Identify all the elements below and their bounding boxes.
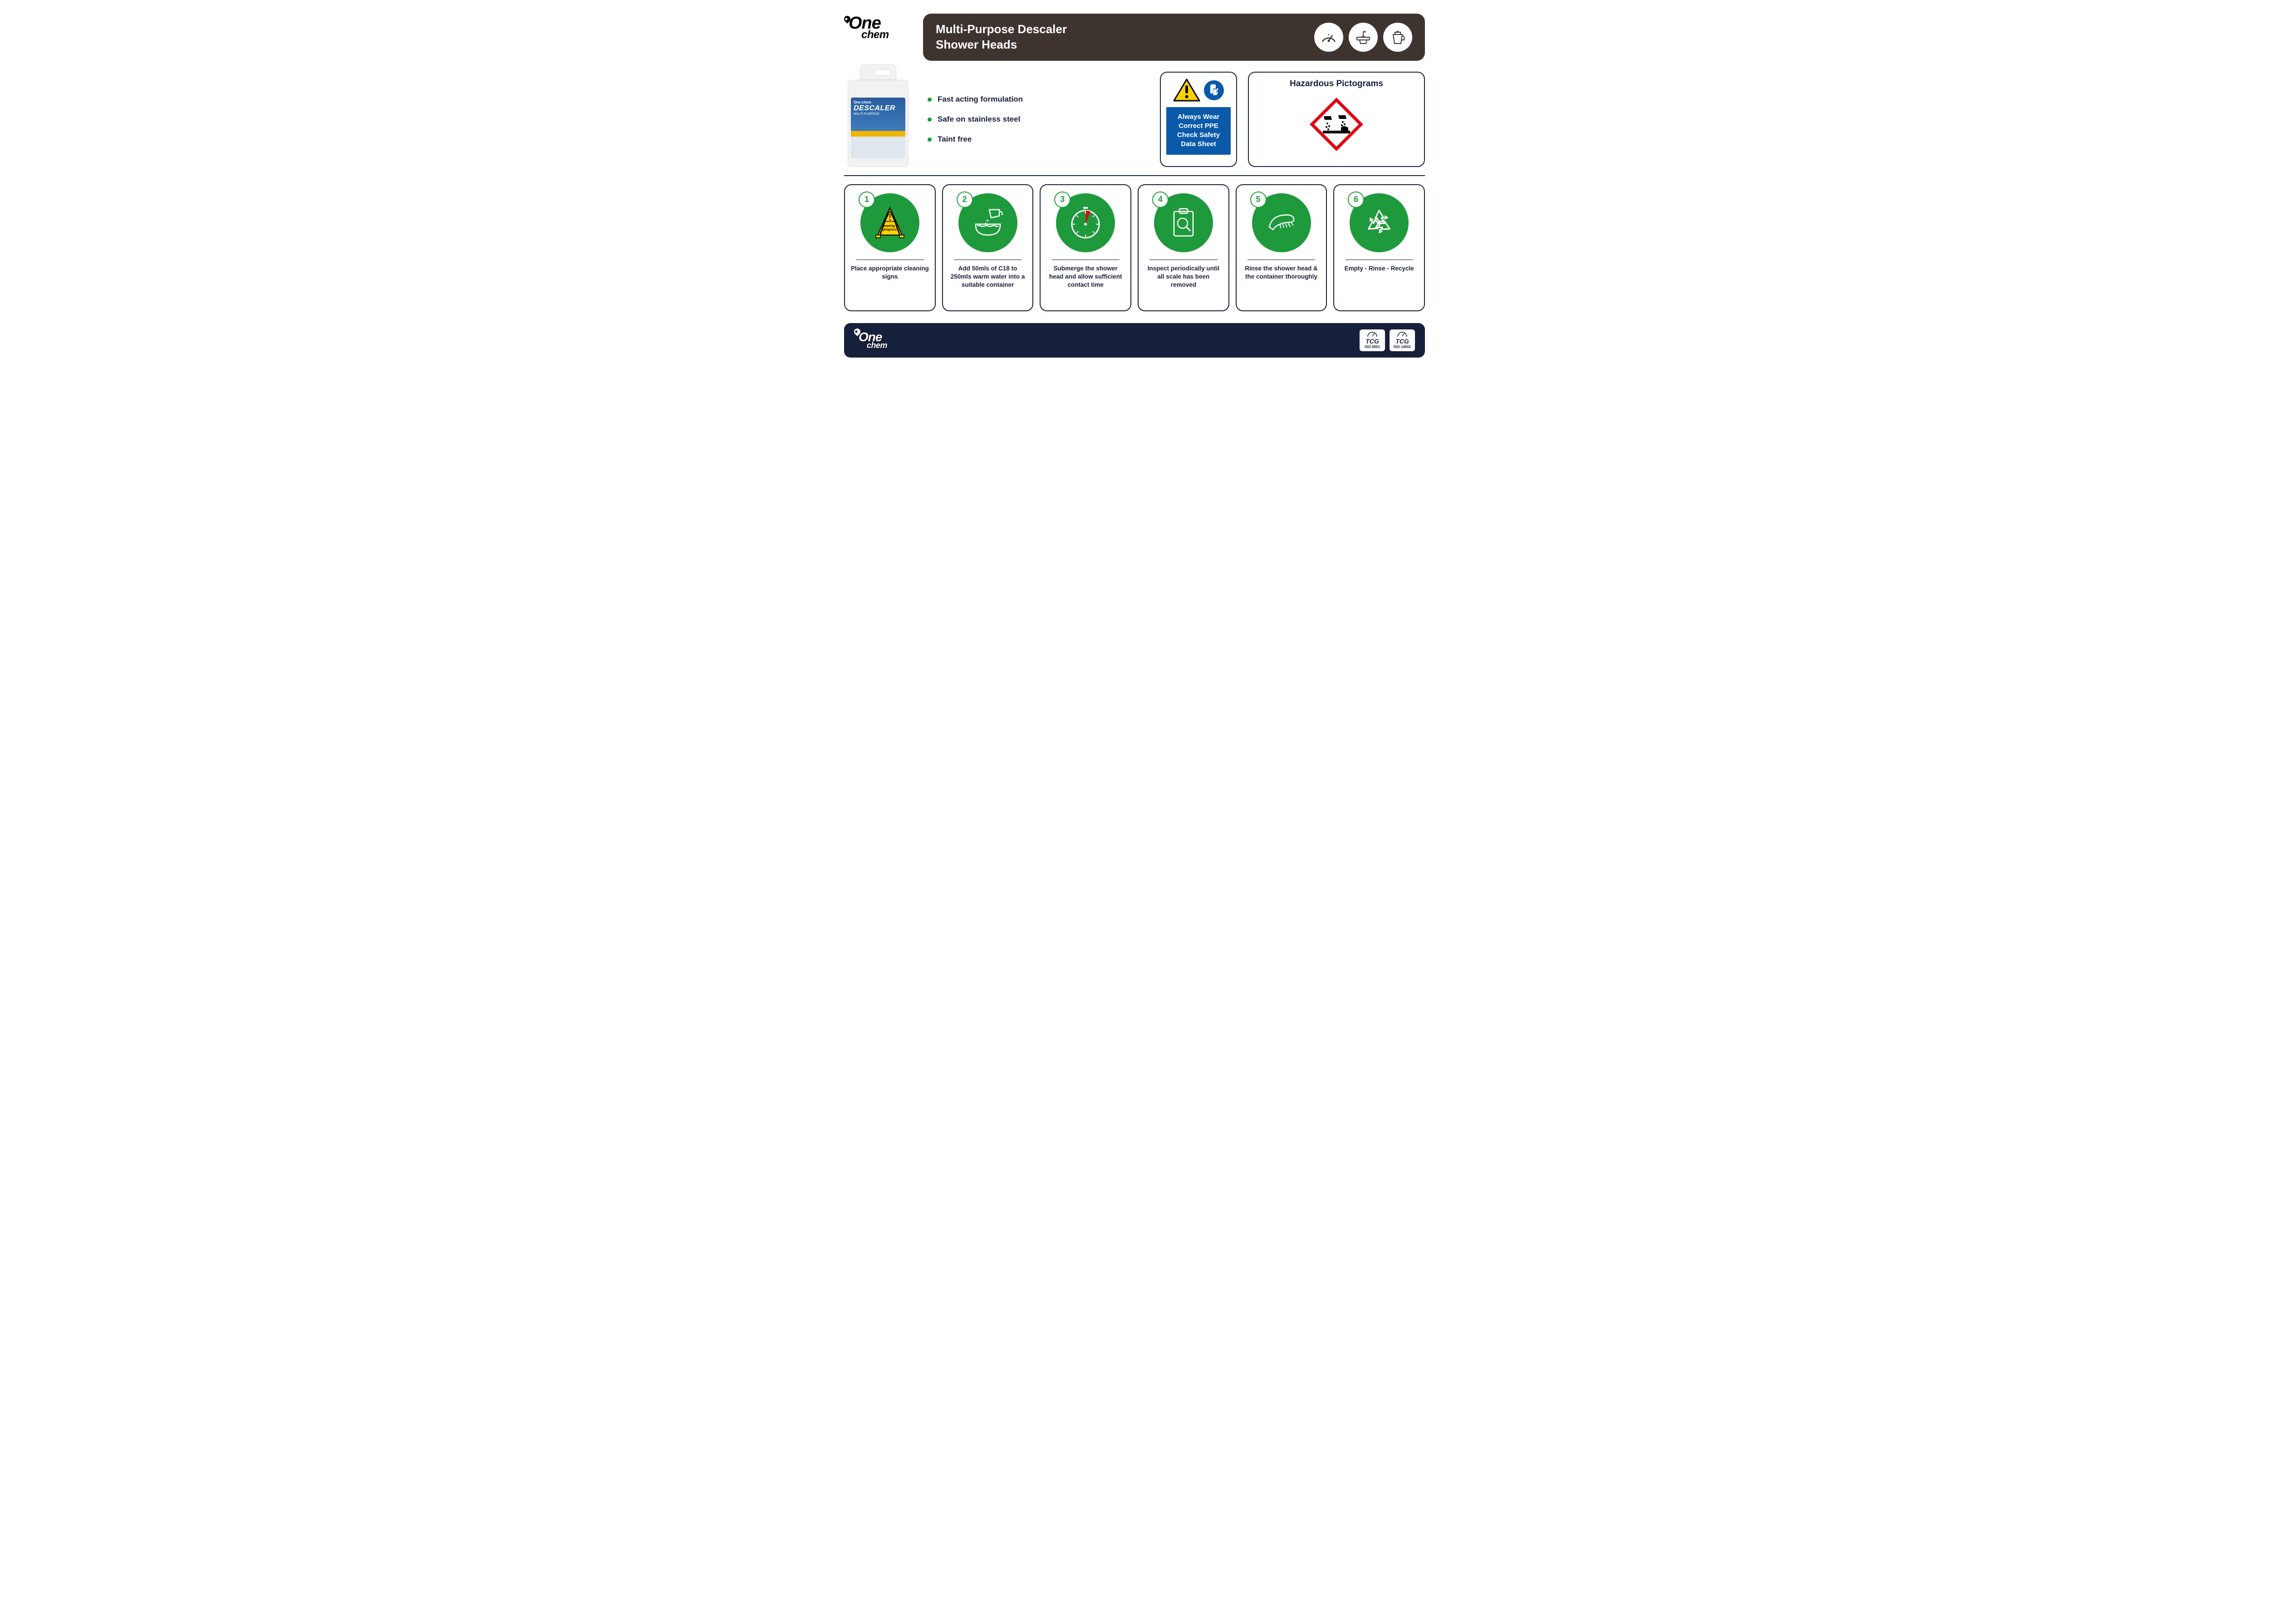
step-icon-circle: 6 [1350,193,1409,252]
footer-certs: TCG ISO 9001 TCG ISO 14001 [1360,329,1415,351]
feature-item: Fast acting formulation [928,89,1149,109]
ppe-line: Check Safety [1171,131,1226,140]
features: Fast acting formulation Safe on stainles… [923,72,1149,167]
timer-icon [1065,202,1106,243]
cert-iso: ISO 14001 [1394,345,1411,349]
corrosive-pictogram-icon [1309,97,1364,152]
product-brand: One chem [854,100,903,104]
inspect-clipboard-icon [1163,202,1204,243]
product-subtitle: MULTI-PURPOSE [854,113,903,116]
gauge-icon [1314,23,1343,52]
step-text: Add 50mls of C18 to 250mls warm water in… [948,265,1027,289]
gauge-icon [1397,331,1408,338]
caution-sign-icon: Cleaning in progress [869,202,910,243]
mid-row: One chem DESCALER MULTI-PURPOSE Fast act… [844,72,1425,167]
ppe-line: Always Wear [1171,113,1226,122]
feature-item: Taint free [928,129,1149,149]
kettle-icon [1383,23,1412,52]
cert-badge-iso9001: TCG ISO 9001 [1360,329,1385,351]
title-line2: Shower Heads [936,37,1067,53]
ppe-card: Always Wear Correct PPE Check Safety Dat… [1160,72,1237,167]
step-text: Rinse the shower head & the container th… [1242,265,1321,281]
brand-chem: chem [867,341,887,350]
step-card-1: 1 Cleaning in progress Place appropriate… [844,184,936,311]
step-text: Inspect periodically until all scale has… [1144,265,1223,289]
step-text: Submerge the shower head and allow suffi… [1046,265,1125,289]
step-number: 5 [1250,191,1267,208]
ppe-line: Data Sheet [1171,140,1226,149]
step-number: 4 [1152,191,1169,208]
step-number: 1 [859,191,875,208]
feature-item: Safe on stainless steel [928,109,1149,129]
brand-logo: One chem [844,14,912,41]
pour-water-icon [968,202,1008,243]
cert-brand: TCG [1365,338,1379,345]
step-card-4: 4 Inspect periodically until all scale h… [1138,184,1229,311]
ppe-line: Correct PPE [1171,122,1226,131]
ppe-message: Always Wear Correct PPE Check Safety Dat… [1166,107,1231,155]
cert-brand: TCG [1395,338,1409,345]
hazard-card: Hazardous Pictograms [1248,72,1425,167]
step-text: Empty - Rinse - Recycle [1345,265,1414,273]
title-bar: Multi-Purpose Descaler Shower Heads [923,14,1425,61]
sink-icon [1349,23,1378,52]
step-icon-circle: 3 [1056,193,1115,252]
gloves-icon [1203,80,1224,101]
step-icon-circle: 1 Cleaning in progress [860,193,919,252]
cert-iso: ISO 9001 [1365,345,1380,349]
header-row: One chem Multi-Purpose Descaler Shower H… [844,14,1425,61]
step-icon-circle: 5 [1252,193,1311,252]
svg-text:progress: progress [883,228,897,231]
step-card-5: 5 Rinse the shower head & the container … [1236,184,1327,311]
svg-text:Cleaning in: Cleaning in [881,225,899,228]
product-name: DESCALER [854,104,903,113]
step-icon-circle: 4 [1154,193,1213,252]
step-card-2: 2 Add 50mls of C18 to 250mls warm water … [942,184,1034,311]
recycle-icon [1359,202,1400,243]
cert-badge-iso14001: TCG ISO 14001 [1390,329,1415,351]
brand-chem: chem [861,29,912,41]
title-icons [1314,23,1412,52]
divider [844,175,1425,176]
product-image: One chem DESCALER MULTI-PURPOSE [844,72,912,167]
warning-triangle-icon [1173,78,1201,103]
step-number: 2 [957,191,973,208]
step-card-6: 6 Empty - Rinse - Recycle [1333,184,1425,311]
gauge-icon [1367,331,1378,338]
step-card-3: 3 [1040,184,1131,311]
footer-bar: One chem TCG ISO 9001 TCG ISO 14001 [844,323,1425,358]
step-number: 3 [1054,191,1071,208]
step-icon-circle: 2 [958,193,1017,252]
step-number: 6 [1348,191,1364,208]
footer-brand-logo: One chem [854,330,887,350]
title-line1: Multi-Purpose Descaler [936,22,1067,37]
hazard-title: Hazardous Pictograms [1290,79,1383,89]
steps-row: 1 Cleaning in progress Place appropriate… [844,184,1425,311]
shower-head-icon [1261,202,1302,243]
step-text: Place appropriate cleaning signs [850,265,929,281]
page-title: Multi-Purpose Descaler Shower Heads [936,22,1067,53]
